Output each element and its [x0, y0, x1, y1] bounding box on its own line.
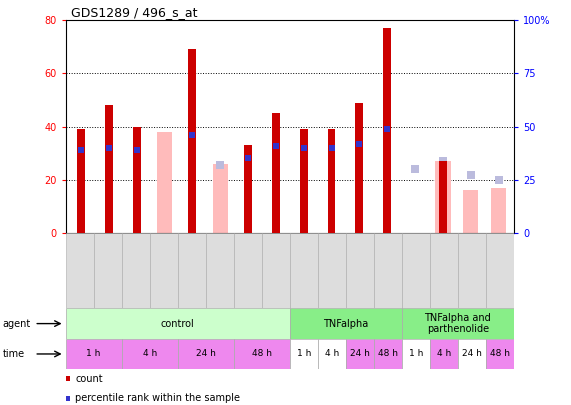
Bar [289, 233, 318, 308]
Bar [439, 161, 447, 233]
Bar [133, 126, 140, 233]
Bar [318, 339, 346, 369]
Bar [94, 233, 122, 308]
Bar [66, 339, 122, 369]
Text: agent: agent [3, 319, 31, 328]
Text: 1 h: 1 h [86, 350, 101, 358]
Bar [212, 164, 228, 233]
Bar [244, 145, 252, 233]
Text: 4 h: 4 h [143, 350, 157, 358]
Bar [374, 233, 402, 308]
Bar [383, 28, 391, 233]
Bar [463, 190, 478, 233]
Bar [435, 161, 451, 233]
Bar [122, 339, 178, 369]
Bar [356, 102, 363, 233]
Text: 24 h: 24 h [196, 350, 216, 358]
Text: 24 h: 24 h [462, 350, 482, 358]
Bar [486, 339, 514, 369]
Text: TNFalpha: TNFalpha [323, 319, 368, 328]
Bar [346, 339, 374, 369]
Bar [105, 105, 112, 233]
Bar [486, 233, 514, 308]
Text: 1 h: 1 h [409, 350, 423, 358]
Bar [430, 233, 458, 308]
Text: 48 h: 48 h [252, 350, 272, 358]
Bar [289, 308, 402, 339]
Bar [262, 233, 289, 308]
Text: count: count [75, 374, 103, 384]
Text: 48 h: 48 h [490, 350, 510, 358]
Bar [150, 233, 178, 308]
Bar [289, 339, 318, 369]
Bar [458, 233, 486, 308]
Text: GDS1289 / 496_s_at: GDS1289 / 496_s_at [71, 6, 198, 19]
Bar [234, 233, 262, 308]
Bar [346, 233, 374, 308]
Bar [66, 308, 289, 339]
Text: control: control [161, 319, 195, 328]
Text: 48 h: 48 h [378, 350, 398, 358]
Bar [430, 339, 458, 369]
Text: 4 h: 4 h [325, 350, 339, 358]
Bar [491, 188, 506, 233]
Bar [206, 233, 234, 308]
Bar [188, 49, 196, 233]
Bar [402, 308, 514, 339]
Bar [178, 339, 234, 369]
Bar [374, 339, 402, 369]
Bar [122, 233, 150, 308]
Bar [66, 233, 94, 308]
Bar [234, 339, 290, 369]
Bar [300, 129, 308, 233]
Bar [157, 132, 172, 233]
Bar [328, 129, 335, 233]
Text: TNFalpha and
parthenolide: TNFalpha and parthenolide [424, 313, 491, 335]
Text: percentile rank within the sample: percentile rank within the sample [75, 393, 240, 403]
Bar [77, 129, 85, 233]
Text: 4 h: 4 h [437, 350, 451, 358]
Bar [318, 233, 346, 308]
Bar [458, 339, 486, 369]
Bar [272, 113, 280, 233]
Bar [178, 233, 206, 308]
Text: time: time [3, 349, 25, 359]
Bar [402, 339, 430, 369]
Text: 24 h: 24 h [350, 350, 370, 358]
Bar [402, 233, 430, 308]
Text: 1 h: 1 h [296, 350, 311, 358]
